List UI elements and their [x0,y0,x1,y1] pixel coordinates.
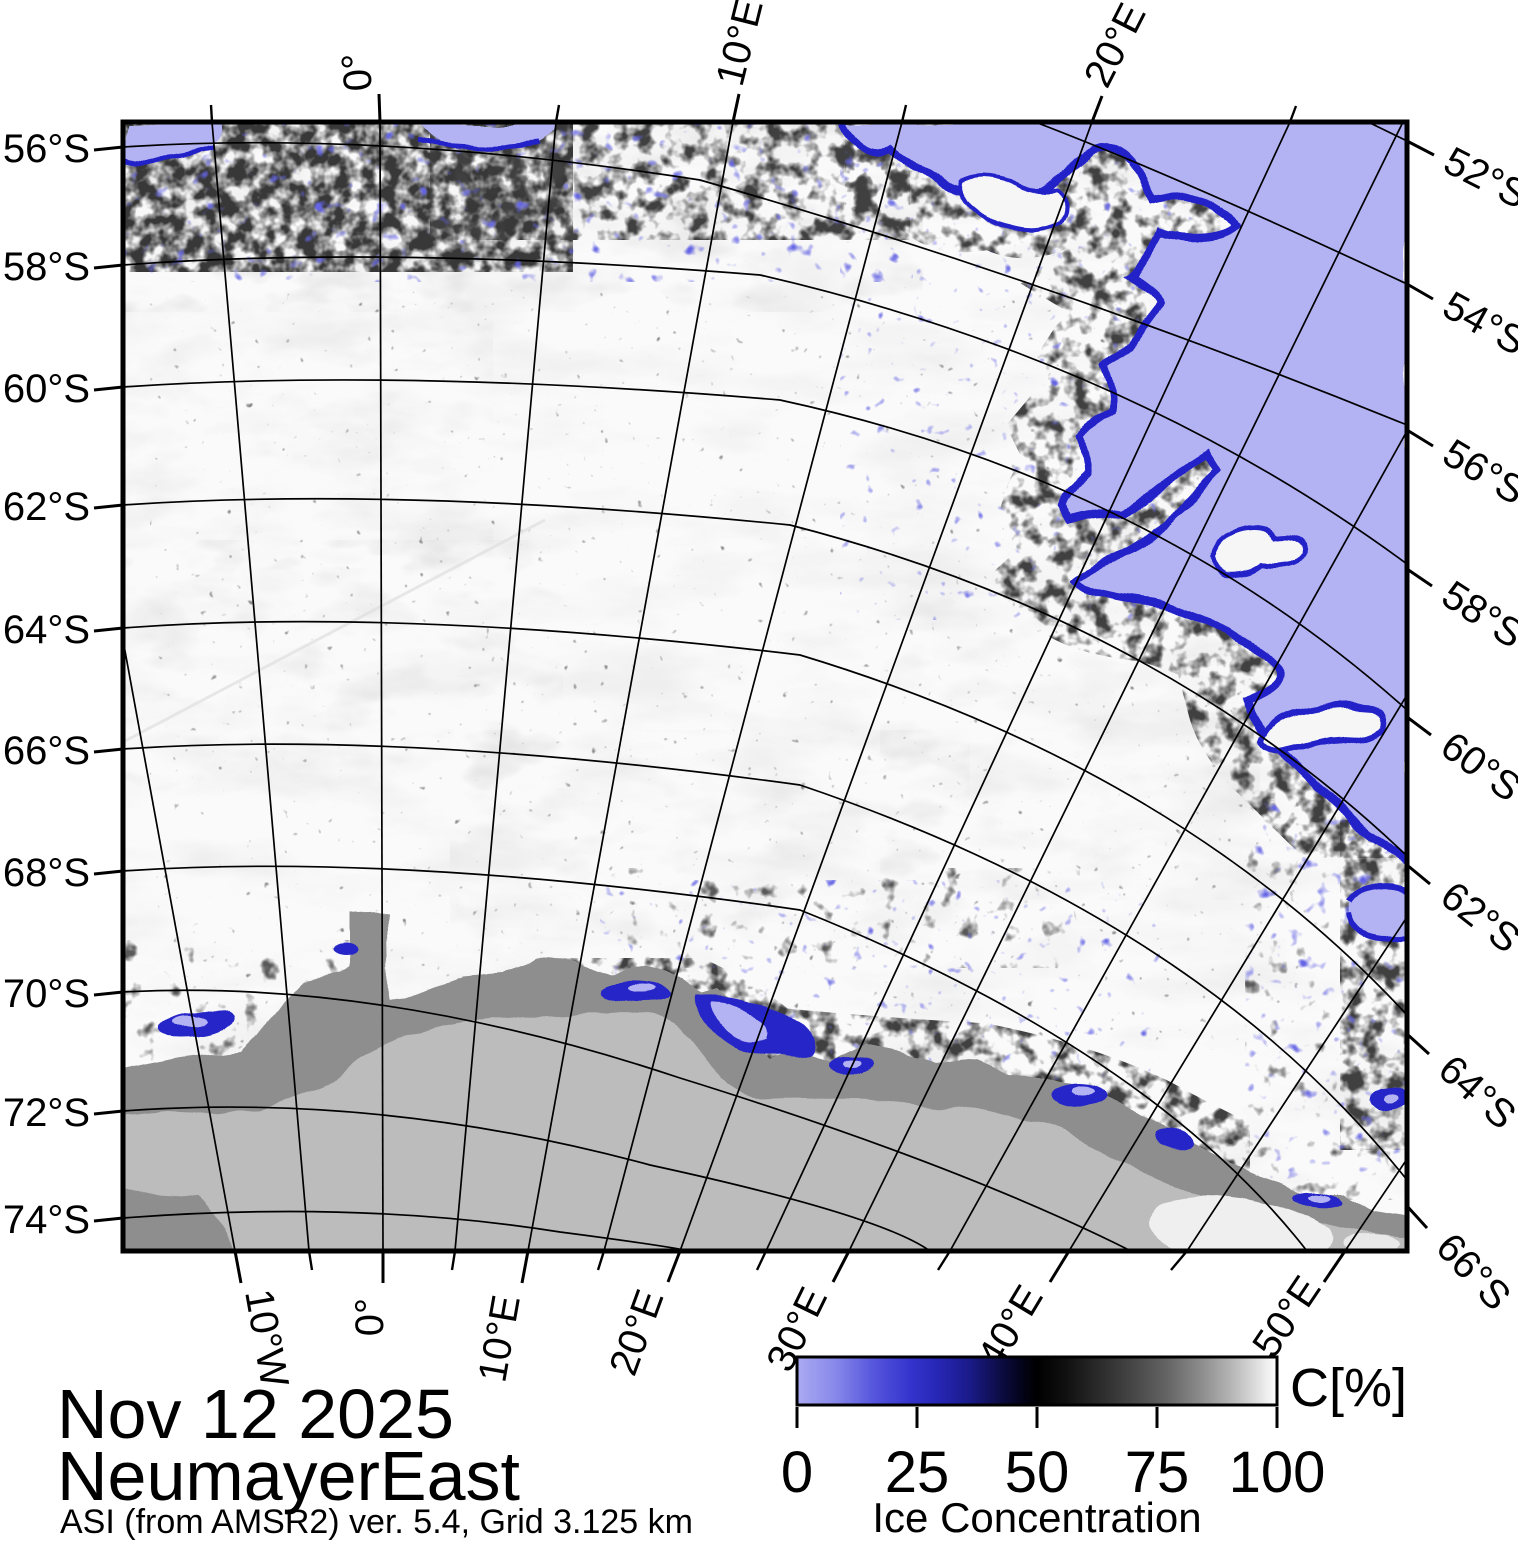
colorbar-title: C[%] [1290,1358,1407,1418]
meridian-line [848,122,1404,1251]
meridian-line [949,430,1407,1251]
meridian-line [765,122,1291,1251]
latitude-labels-right: 52°S 54°S 56°S 58°S 60°S 62°S 64°S 66°S [1427,139,1518,1319]
map-region-title: NeumayerEast [57,1437,520,1515]
lon-label: 20°E [1076,0,1155,94]
parallel-line [1034,122,1407,285]
meridian-line [1344,1158,1407,1251]
land-white-inset [1342,1234,1398,1251]
parallel-line [123,256,1407,565]
lat-label: 60°S [3,367,90,411]
lat-label: 58°S [3,245,90,289]
lon-label: 0° [348,1298,392,1336]
lat-label: 64°S [3,608,90,652]
lat-label: 54°S [1436,283,1518,364]
map-source-note: ASI (from AMSR2) ver. 5.4, Grid 3.125 km [60,1503,693,1541]
lat-label: 62°S [3,485,90,529]
meridian-line [1186,916,1407,1251]
parallel-line [123,379,1407,711]
open-water-group [123,122,1407,1112]
ice-islands [954,176,1385,756]
lon-label: 50°E [1244,1268,1329,1365]
ice-island [1209,524,1311,575]
parallel-line [123,141,1407,426]
parallel-line [123,865,1308,1251]
colorbar-axis-label: Ice Concentration [872,1494,1201,1541]
blue-specks [123,122,913,282]
meridian-line [679,122,1093,1251]
ice-cape [954,176,1068,234]
colorbar-tick-label: 75 [1125,1440,1190,1505]
lon-label: 0° [334,51,381,93]
parallel-line [123,989,1132,1251]
latitude-labels-left: 56°S 58°S 60°S 62°S 64°S 66°S 68°S 70°S … [3,127,90,1242]
colorbar-tick-label: 100 [1229,1440,1326,1505]
map-canvas [123,122,1407,1251]
meridian-line [1068,694,1407,1251]
land-dark-corner [123,1191,229,1251]
lat-label: 62°S [1432,873,1518,961]
polynyas [156,946,1407,1207]
lon-label: 10°E [708,0,772,90]
lat-label: 66°S [1427,1225,1518,1319]
lat-label: 64°S [1430,1047,1518,1138]
longitude-labels-top: 0° 10°E 20°E [334,0,1155,94]
land-coastal-shadow [123,913,1407,1238]
colorbar-gradient [797,1357,1277,1405]
polynya-open [1385,1095,1401,1105]
blue-specks [1245,800,1407,1180]
axis-ticks [93,93,1435,1284]
meridian-line [603,122,903,1251]
polynya-open [1073,1089,1095,1099]
polynya [1153,1131,1193,1151]
lat-label: 60°S [1433,724,1518,811]
polynya-open [172,1013,208,1025]
meridian-line [527,122,734,1251]
polynya-open [712,999,772,1039]
parallel-line [123,1106,931,1251]
lat-label: 56°S [1435,431,1518,514]
parallel-line [123,497,1407,857]
lon-label: 10°E [470,1292,528,1385]
parallel-line [1367,122,1407,142]
lat-label: 58°S [1434,573,1518,657]
colorbar-tick-label: 50 [1005,1440,1070,1505]
meridian-line [123,639,236,1251]
parallel-line [123,620,1407,1016]
sliver-fringe [123,137,543,165]
map-date: Nov 12 2025 [57,1375,454,1453]
lon-label: 20°E [601,1284,672,1381]
polynya-open [1306,1192,1330,1200]
meridian-line [211,122,310,1251]
lat-label: 66°S [3,729,90,773]
title-block: Nov 12 2025 NeumayerEast ASI (from AMSR2… [57,1375,693,1541]
meridian-line [379,122,384,1251]
parallel-line [123,1210,691,1251]
colorbar-tick-label: 0 [781,1440,813,1505]
lat-label: 72°S [3,1091,90,1135]
lat-label: 52°S [1437,139,1518,218]
open-water [845,122,1407,858]
parallel-line [123,743,1407,1181]
polynya [332,946,362,958]
water-sliver [420,122,559,149]
graticule [123,122,1407,1251]
colorbar: 0 25 50 75 100 C[%] Ice Concentration [781,1355,1407,1541]
polynya-open [627,987,653,995]
meridian-line [454,122,557,1251]
lat-label: 74°S [3,1198,90,1242]
lat-label: 56°S [3,127,90,171]
ice-edge-fringe [841,122,1407,862]
colorbar-border [795,1355,1279,1407]
water-pocket [1350,881,1407,942]
lat-label: 68°S [3,851,90,895]
colorbar-tick-label: 25 [885,1440,950,1505]
pocket-fringe [1347,878,1407,945]
lat-label: 70°S [3,972,90,1016]
polynya-open [844,1060,864,1068]
